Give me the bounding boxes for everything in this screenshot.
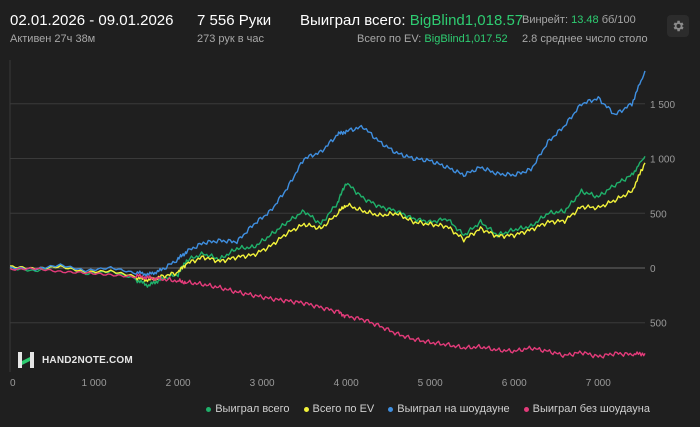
y-tick-label: 0 bbox=[650, 264, 656, 275]
ev-total-label: Всего по EV: bbox=[357, 33, 422, 45]
gear-icon bbox=[673, 20, 684, 32]
legend-item[interactable]: Всего по EV bbox=[303, 400, 375, 418]
series-line bbox=[9, 155, 646, 288]
stats-header: 02.01.2026 - 09.01.2026 Активен 27ч 38м … bbox=[0, 0, 700, 52]
avg-tables: 2.8 среднее число столо bbox=[522, 33, 648, 45]
legend-label: Выиграл на шоудауне bbox=[397, 403, 510, 415]
x-tick-label: 7 000 bbox=[586, 378, 611, 389]
x-tick-label: 4 000 bbox=[334, 378, 359, 389]
chart-area: 1 500 1 000 500 0 500 0 1 000 2 000 3 000 4 000 5 … bbox=[0, 52, 700, 397]
legend-label: Выиграл всего bbox=[215, 403, 290, 415]
ev-total: Всего по EV: BigBlind1,017.52 bbox=[357, 33, 508, 45]
legend-dot-icon bbox=[303, 406, 309, 412]
date-range: 02.01.2026 - 09.01.2026 bbox=[10, 12, 174, 29]
series-line bbox=[9, 266, 646, 359]
winnings-chart: 1 500 1 000 500 0 500 0 1 000 2 000 3 000 4 000 5 … bbox=[9, 60, 675, 389]
x-tick-label: 6 000 bbox=[502, 378, 527, 389]
hands-count: 7 556 Руки bbox=[197, 12, 272, 29]
winrate-label: Винрейт: bbox=[522, 14, 569, 26]
y-tick-label: 1 500 bbox=[650, 100, 675, 111]
y-tick-label: 500 bbox=[650, 209, 667, 220]
chart-legend: Выиграл всего Всего по EV Выиграл на шоуда… bbox=[0, 400, 650, 418]
x-tick-label: 0 bbox=[10, 378, 16, 389]
hand2note-logo-icon bbox=[18, 352, 34, 368]
legend-item[interactable]: Выиграл без шоудауна bbox=[523, 400, 650, 418]
series-line bbox=[9, 70, 646, 277]
winrate-unit: бб/100 bbox=[601, 14, 636, 26]
won-total-value: BigBlind1,018.57 bbox=[409, 12, 524, 29]
x-tick-label: 1 000 bbox=[82, 378, 107, 389]
hands-per-hour: 273 рук в час bbox=[197, 33, 265, 45]
legend-label: Всего по EV bbox=[312, 403, 375, 415]
winrate: Винрейт: 13.48 бб/100 bbox=[522, 14, 636, 26]
legend-item[interactable]: Выиграл всего bbox=[206, 400, 290, 418]
legend-label: Выиграл без шоудауна bbox=[532, 403, 650, 415]
hand2note-logo: HAND2NOTE.COM bbox=[16, 349, 133, 371]
x-tick-label: 2 000 bbox=[166, 378, 191, 389]
x-tick-label: 3 000 bbox=[250, 378, 275, 389]
y-tick-label: 1 000 bbox=[650, 155, 675, 166]
y-tick-label: 500 bbox=[650, 319, 667, 330]
winrate-value: 13.48 bbox=[571, 14, 599, 26]
legend-dot-icon bbox=[206, 406, 212, 412]
logo-text: HAND2NOTE.COM bbox=[42, 354, 133, 366]
ev-total-value: BigBlind1,017.52 bbox=[424, 33, 508, 45]
series-line bbox=[10, 162, 646, 283]
active-time: Активен 27ч 38м bbox=[10, 33, 96, 45]
legend-item[interactable]: Выиграл на шоудауне bbox=[388, 400, 510, 418]
x-tick-label: 5 000 bbox=[418, 378, 443, 389]
legend-dot-icon bbox=[388, 406, 394, 412]
legend-dot-icon bbox=[523, 406, 529, 412]
won-total-label: Выиграл всего: bbox=[300, 12, 406, 29]
settings-button[interactable] bbox=[667, 15, 689, 37]
won-total: Выиграл всего: BigBlind1,018.57 bbox=[300, 12, 523, 29]
